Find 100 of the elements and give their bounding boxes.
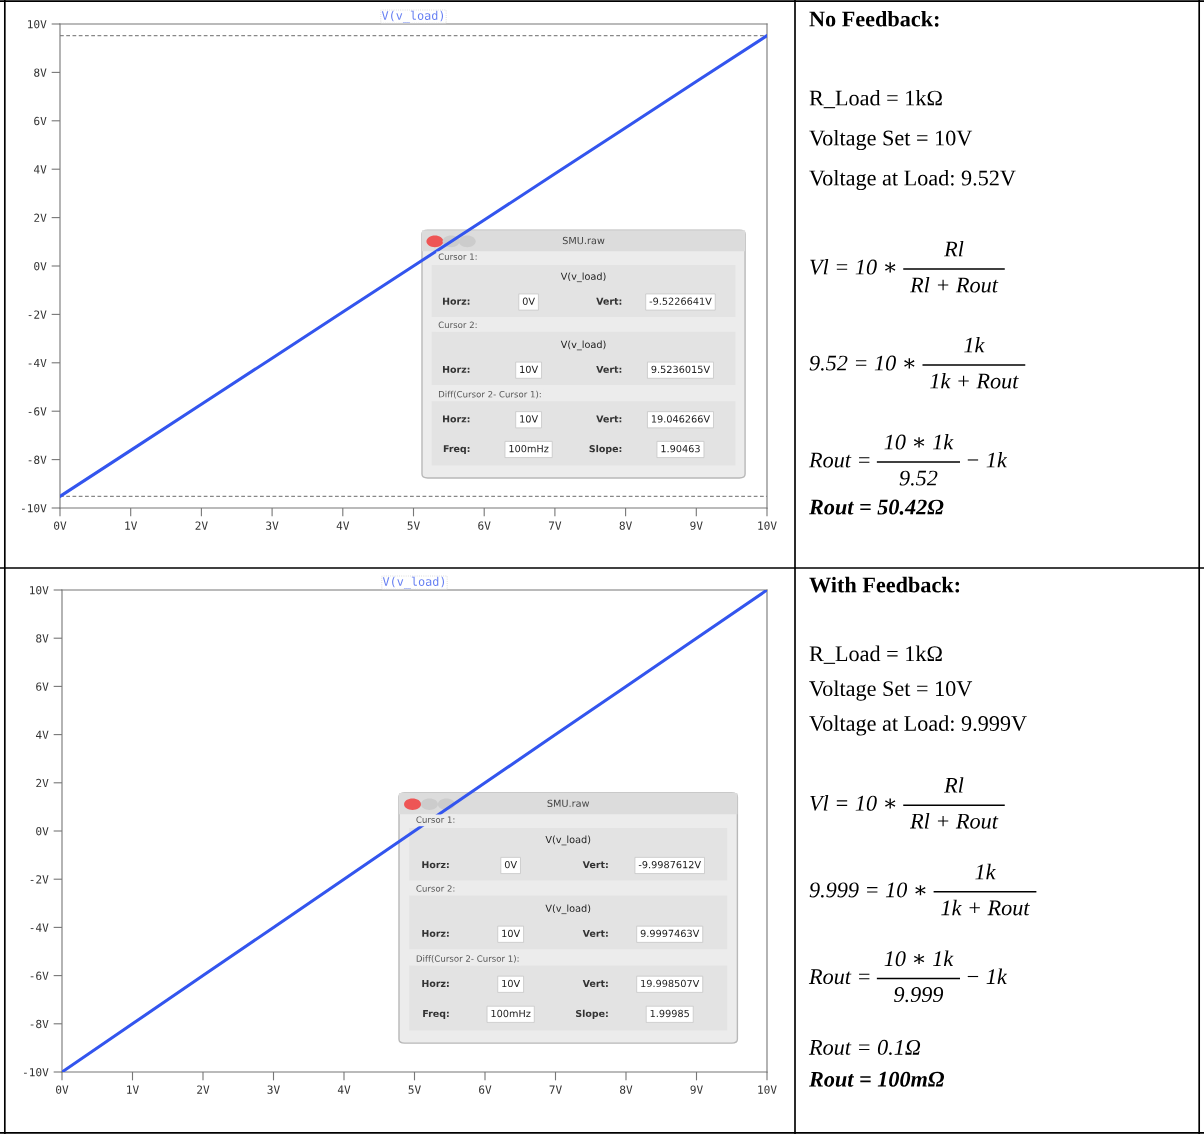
annotation: Vert: <box>582 980 608 988</box>
annotation: Freq: <box>423 1010 449 1019</box>
y-tick-label: -4V <box>30 923 49 932</box>
y-tick-label: 0V <box>34 262 47 271</box>
text: Voltage Set = 10V <box>809 680 973 701</box>
annotation: 1.99985 <box>650 1009 689 1018</box>
x-tick-label: 9V <box>690 1085 703 1094</box>
y-tick-label: 6V <box>36 682 49 691</box>
text: 1k <box>975 863 996 880</box>
y-tick-label: 10V <box>30 586 49 595</box>
annotation: Vert: <box>596 415 622 423</box>
x-tick-label: 8V <box>620 1085 633 1094</box>
x-tick-label: 3V <box>267 1085 280 1094</box>
x-tick-label: 1V <box>125 521 138 530</box>
x-tick-label: 5V <box>408 1085 421 1094</box>
text: − 1k <box>967 451 1008 468</box>
text: 9.52 = 10 ∗ <box>809 355 915 371</box>
x-tick-label: 10V <box>758 1085 777 1094</box>
annotation: Cursor 1: <box>438 253 477 260</box>
x-tick-label: 8V <box>619 521 632 530</box>
annotation: Vert: <box>582 929 608 937</box>
annotation: 1.90463 <box>661 444 700 453</box>
text: Vl = 10 ∗ <box>810 258 896 275</box>
annotation: V(v_load) <box>560 272 606 283</box>
x-tick-label: 4V <box>337 1085 351 1094</box>
text: R_Load = 1kΩ <box>809 89 942 109</box>
annotation: V(v_load) <box>545 904 591 915</box>
annotation: 100mHz <box>491 1009 531 1018</box>
x-tick-label: 4V <box>336 521 350 530</box>
text: Rout = <box>808 452 870 468</box>
x-tick-label: 7V <box>548 521 562 530</box>
annotation: 10V <box>502 979 521 988</box>
y-tick-label: -8V <box>30 1019 49 1029</box>
x-tick-label: 10V <box>758 521 777 530</box>
annotation: Slope: <box>576 1009 608 1019</box>
x-tick-label: 7V <box>549 1085 562 1094</box>
annotation: Horz: <box>442 297 470 305</box>
text: Voltage at Load: 9.52V <box>809 169 1016 191</box>
x-tick-label: 3V <box>266 521 279 530</box>
text: Vl = 10 ∗ <box>810 795 896 811</box>
annotation: 19.046266V <box>651 415 710 423</box>
text: 1k <box>964 336 985 353</box>
annotation: 9.5236015V <box>651 365 710 374</box>
x-tick-label: 1V <box>127 1085 139 1094</box>
text: − 1k <box>967 968 1008 984</box>
x-tick-label: 9V <box>690 521 703 530</box>
annotation: Diff(Cursor 2- Cursor 1): <box>416 955 519 963</box>
x-tick-label: 2V <box>197 1085 210 1094</box>
y-tick-label: 4V <box>35 730 49 739</box>
y-tick-label: 8V <box>36 634 49 643</box>
annotation: 0V <box>522 297 535 305</box>
x-tick-label: 2V <box>195 521 208 530</box>
x-tick-label: 5V <box>407 521 420 530</box>
y-tick-label: 4V <box>33 165 47 174</box>
annotation: -9.5226641V <box>649 297 712 305</box>
text: No Feedback: <box>809 10 939 27</box>
line-series <box>60 34 767 498</box>
annotation: 10V <box>520 365 539 374</box>
y-tick-label: 10V <box>28 20 47 29</box>
text: R_Load = 1kΩ <box>809 645 942 664</box>
text: 1k + Rout <box>941 899 1030 916</box>
annotation: V(v_load) <box>560 340 606 351</box>
y-tick-label: 2V <box>34 213 47 222</box>
text: Rout = 50.42Ω <box>808 499 944 515</box>
text: 9.999 <box>894 987 944 1003</box>
x-tick-label: 0V <box>54 521 67 530</box>
annotation: Horz: <box>422 980 449 988</box>
annotation: Horz: <box>422 929 449 937</box>
annotation: Freq: <box>443 445 470 455</box>
annotation: Horz: <box>422 861 449 869</box>
text: 9.999 = 10 ∗ <box>809 882 926 898</box>
annotation: 100mHz <box>509 444 549 453</box>
text: Rl <box>944 240 964 257</box>
y-tick-label: 0V <box>36 827 49 836</box>
text: 10 ∗ 1k <box>884 433 954 450</box>
annotation: Horz: <box>442 365 470 373</box>
text: V(v_load) <box>382 576 445 589</box>
annotation: Horz: <box>442 415 470 423</box>
y-tick-label: -6V <box>30 971 49 981</box>
annotation: 0V <box>504 860 517 869</box>
text: 9.52 <box>899 470 938 486</box>
annotation: 19.998507V <box>641 979 700 988</box>
text: 1k + Rout <box>930 372 1019 389</box>
text: Rout = 0.1Ω <box>808 1039 921 1055</box>
annotation: SMU.raw <box>547 799 590 807</box>
x-tick-label: 0V <box>56 1085 69 1094</box>
text: Rout = <box>808 969 870 985</box>
y-tick-label: -8V <box>28 455 47 465</box>
y-tick-label: 8V <box>34 68 47 77</box>
text: Rl + Rout <box>909 813 999 829</box>
text: With Feedback: <box>809 576 960 593</box>
text: Rl + Rout <box>909 276 999 293</box>
y-tick-label: 6V <box>34 116 47 126</box>
annotation: 9.9997463V <box>640 929 700 938</box>
text: Rl <box>944 777 964 793</box>
annotation: Vert: <box>596 297 622 305</box>
annotation: Slope: <box>589 444 622 455</box>
annotation: Cursor 1: <box>416 816 455 823</box>
y-tick-label: -2V <box>30 875 49 884</box>
x-tick-label: 6V <box>479 1085 492 1094</box>
